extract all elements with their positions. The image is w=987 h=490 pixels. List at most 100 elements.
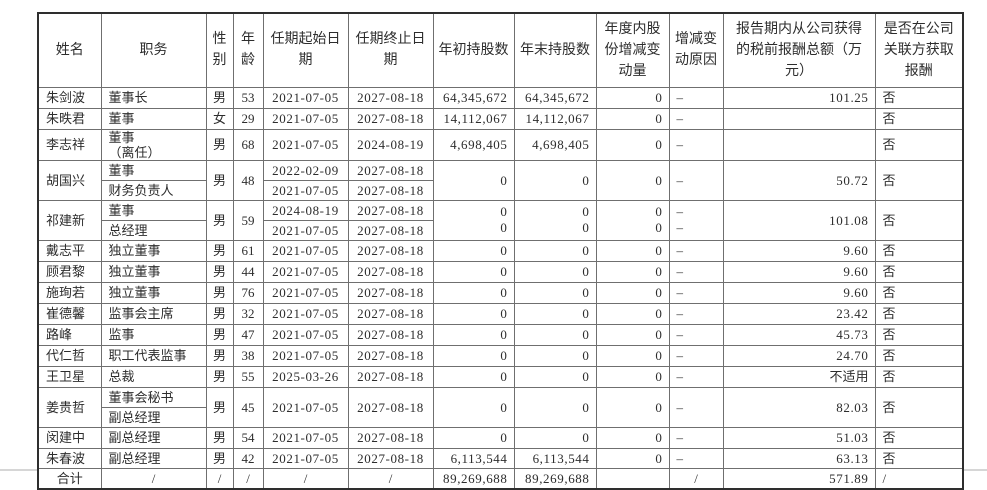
cell-related-party-pay: 否	[874, 86, 964, 109]
cell-term-end: 2027-08-18	[347, 344, 434, 367]
executives-table-wrapper: 姓名 职务 性别 年龄 任期起始日期 任期终止日期 年初持股数 年末持股数 年度…	[37, 12, 964, 490]
cell-end-shares: 0	[513, 426, 597, 449]
cell-gender: 男	[205, 447, 234, 469]
cell-begin-shares: 0	[432, 323, 515, 346]
cell-term-start: 2021-07-05	[262, 260, 349, 283]
cell-related-party-pay: 否	[874, 344, 964, 367]
cell-end-shares: 0 0	[513, 199, 597, 241]
cell-term-start: 2021-07-05	[262, 302, 349, 325]
cell-age: 45	[232, 386, 264, 428]
cell-title: 监事	[100, 323, 207, 346]
header-cell-change-reason: 增减变动原因	[668, 12, 724, 88]
header-cell-term-start: 任期起始日期	[262, 12, 349, 88]
cell-share-change: 0	[595, 447, 670, 469]
header-cell-end-shares: 年末持股数	[513, 12, 597, 88]
cell-age: /	[232, 467, 264, 490]
cell-title: 独立董事	[100, 239, 207, 262]
cell-end-shares: 4,698,405	[513, 128, 597, 161]
cell-name: 代仁哲	[37, 344, 102, 367]
cell-age: 47	[232, 323, 264, 346]
table-row: 朱剑波 董事长 男 53 2021-07-05 2027-08-18 64,34…	[37, 86, 964, 109]
cell-begin-shares: 0	[432, 426, 515, 449]
cell-end-shares: 0	[513, 323, 597, 346]
cell-gender: 男	[205, 281, 234, 304]
cell-name: 戴志平	[37, 239, 102, 262]
cell-pretax-pay: 82.03	[722, 386, 876, 428]
cell-pretax-pay: 9.60	[722, 239, 876, 262]
cell-begin-shares: 0	[432, 239, 515, 262]
table-row: 闵建中 副总经理 男 54 2021-07-05 2027-08-18 0 0 …	[37, 426, 964, 449]
table-row: 崔德馨 监事会主席 男 32 2021-07-05 2027-08-18 0 0…	[37, 302, 964, 325]
cell-term-end: 2027-08-18	[347, 365, 434, 388]
cell-title: 董事	[100, 199, 207, 221]
cell-term-end: 2027-08-18	[347, 107, 434, 130]
cell-term-end: 2027-08-18	[347, 281, 434, 304]
table-row-total: 合计 / / / / / 89,269,688 89,269,688 / 571…	[37, 467, 964, 490]
header-cell-share-change: 年度内股份增减变动量	[595, 12, 670, 88]
change-line: 0	[655, 204, 663, 219]
table-row: 祁建新 董事 男 59 2024-08-19 2027-08-18 0 0 0 …	[37, 199, 964, 241]
cell-begin-shares: 0	[432, 365, 515, 388]
cell-gender: 女	[205, 107, 234, 130]
table-row: 王卫星 总裁 男 55 2025-03-26 2027-08-18 0 0 0 …	[37, 365, 964, 388]
cell-share-change: 0	[595, 426, 670, 449]
reason-line: –	[676, 220, 684, 235]
cell-term-start: 2022-02-09	[262, 159, 349, 181]
cell-age: 44	[232, 260, 264, 283]
cell-end-shares: 0	[513, 281, 597, 304]
cell-share-change: 0	[595, 128, 670, 161]
table-row: 胡国兴 董事 男 48 2022-02-09 2027-08-18 0 0 0 …	[37, 159, 964, 201]
cell-gender: 男	[205, 323, 234, 346]
header-cell-term-end: 任期终止日期	[347, 12, 434, 88]
table-row: 朱春波 副总经理 男 42 2021-07-05 2027-08-18 6,11…	[37, 447, 964, 469]
cell-pretax-pay	[722, 107, 876, 130]
cell-gender: 男	[205, 199, 234, 241]
table-row: 戴志平 独立董事 男 61 2021-07-05 2027-08-18 0 0 …	[37, 239, 964, 262]
cell-change-reason: –	[668, 86, 724, 109]
cell-change-reason: – –	[668, 199, 724, 241]
cell-gender: 男	[205, 159, 234, 201]
cell-begin-shares: 64,345,672	[432, 86, 515, 109]
cell-related-party-pay: 否	[874, 302, 964, 325]
cell-age: 38	[232, 344, 264, 367]
header-row: 姓名 职务 性别 年龄 任期起始日期 任期终止日期 年初持股数 年末持股数 年度…	[37, 12, 964, 88]
cell-term-end: /	[347, 467, 434, 490]
cell-name: 施珣若	[37, 281, 102, 304]
cell-end-shares: 0	[513, 239, 597, 262]
cell-change-reason: –	[668, 107, 724, 130]
cell-term-end: 2027-08-18	[347, 219, 434, 241]
cell-share-change: 0	[595, 239, 670, 262]
cell-change-reason: –	[668, 426, 724, 449]
cell-term-start: 2024-08-19	[262, 199, 349, 221]
table-row: 路峰 监事 男 47 2021-07-05 2027-08-18 0 0 0 –…	[37, 323, 964, 346]
shares-line: 0	[500, 220, 508, 235]
header-cell-related-party-pay: 是否在公司关联方获取报酬	[874, 12, 964, 88]
cell-pretax-pay: 9.60	[722, 260, 876, 283]
change-line: 0	[655, 220, 663, 235]
cell-name: 路峰	[37, 323, 102, 346]
cell-pretax-pay: 571.89	[722, 467, 876, 490]
cell-pretax-pay: 24.70	[722, 344, 876, 367]
cell-related-party-pay: 否	[874, 323, 964, 346]
cell-related-party-pay: 否	[874, 365, 964, 388]
cell-related-party-pay: 否	[874, 107, 964, 130]
cell-gender: 男	[205, 344, 234, 367]
cell-title: 监事会主席	[100, 302, 207, 325]
cell-share-change: 0	[595, 281, 670, 304]
cell-name: 朱昳君	[37, 107, 102, 130]
cell-end-shares: 89,269,688	[513, 467, 597, 490]
cell-end-shares: 64,345,672	[513, 86, 597, 109]
cell-pretax-pay: 101.08	[722, 199, 876, 241]
cell-begin-shares: 0	[432, 344, 515, 367]
cell-term-end: 2027-08-18	[347, 323, 434, 346]
cell-term-start: 2021-07-05	[262, 239, 349, 262]
cell-name: 闵建中	[37, 426, 102, 449]
cell-term-start: 2021-07-05	[262, 219, 349, 241]
cell-term-start: 2021-07-05	[262, 323, 349, 346]
shares-line: 0	[582, 204, 590, 219]
cell-term-start: 2025-03-26	[262, 365, 349, 388]
cell-related-party-pay: 否	[874, 260, 964, 283]
cell-term-end: 2027-08-18	[347, 86, 434, 109]
cell-end-shares: 0	[513, 344, 597, 367]
cell-age: 76	[232, 281, 264, 304]
